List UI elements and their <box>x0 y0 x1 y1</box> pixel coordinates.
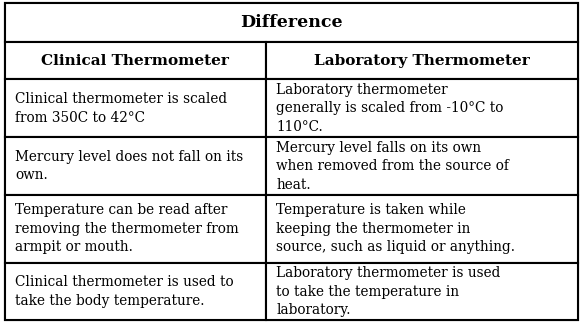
Text: Mercury level falls on its own
when removed from the source of
heat.: Mercury level falls on its own when remo… <box>276 141 509 192</box>
Bar <box>266 79 578 137</box>
Bar <box>266 195 578 263</box>
Text: Clinical thermometer is used to
take the body temperature.: Clinical thermometer is used to take the… <box>15 275 234 308</box>
Text: Laboratory thermometer
generally is scaled from -10°C to
110°C.: Laboratory thermometer generally is scal… <box>276 83 504 134</box>
Text: Mercury level does not fall on its
own.: Mercury level does not fall on its own. <box>15 150 244 182</box>
Bar <box>5 79 266 137</box>
Bar <box>5 263 266 320</box>
Bar <box>266 263 578 320</box>
Bar <box>266 42 578 79</box>
Bar <box>5 195 266 263</box>
Text: Clinical Thermometer: Clinical Thermometer <box>41 54 229 68</box>
Bar <box>5 137 266 195</box>
Text: Clinical thermometer is scaled
from 350C to 42°C: Clinical thermometer is scaled from 350C… <box>15 92 227 125</box>
Text: Laboratory Thermometer: Laboratory Thermometer <box>314 54 530 68</box>
Bar <box>5 42 266 79</box>
Text: Difference: Difference <box>240 14 343 31</box>
Text: Temperature can be read after
removing the thermometer from
armpit or mouth.: Temperature can be read after removing t… <box>15 203 239 254</box>
Text: Temperature is taken while
keeping the thermometer in
source, such as liquid or : Temperature is taken while keeping the t… <box>276 203 515 254</box>
Bar <box>266 137 578 195</box>
Bar <box>5 3 578 42</box>
Text: Laboratory thermometer is used
to take the temperature in
laboratory.: Laboratory thermometer is used to take t… <box>276 266 501 317</box>
